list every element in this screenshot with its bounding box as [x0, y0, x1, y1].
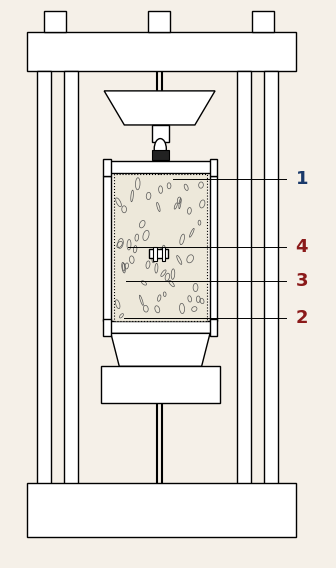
Bar: [101, 366, 220, 403]
Bar: [103, 159, 111, 176]
Bar: [237, 71, 251, 494]
Bar: [264, 71, 278, 494]
Bar: [148, 11, 170, 32]
Bar: [106, 321, 215, 333]
Bar: [210, 319, 217, 336]
Text: 4: 4: [296, 238, 308, 256]
Polygon shape: [111, 333, 210, 366]
Bar: [106, 161, 215, 173]
Text: 3: 3: [296, 272, 308, 290]
Bar: [103, 176, 111, 321]
Bar: [149, 249, 168, 258]
Bar: [252, 11, 274, 32]
Bar: [162, 247, 165, 261]
Bar: [210, 159, 217, 176]
Bar: [114, 174, 207, 321]
Circle shape: [154, 139, 166, 159]
Bar: [27, 483, 296, 537]
Polygon shape: [104, 91, 215, 125]
Bar: [103, 319, 111, 336]
Text: 1: 1: [296, 170, 308, 188]
Bar: [64, 71, 78, 494]
Bar: [152, 125, 169, 142]
Bar: [153, 247, 157, 261]
Bar: [44, 11, 66, 32]
Bar: [27, 32, 296, 71]
Bar: [152, 150, 169, 160]
Text: 2: 2: [296, 309, 308, 327]
Bar: [210, 176, 217, 321]
Bar: [37, 71, 51, 494]
